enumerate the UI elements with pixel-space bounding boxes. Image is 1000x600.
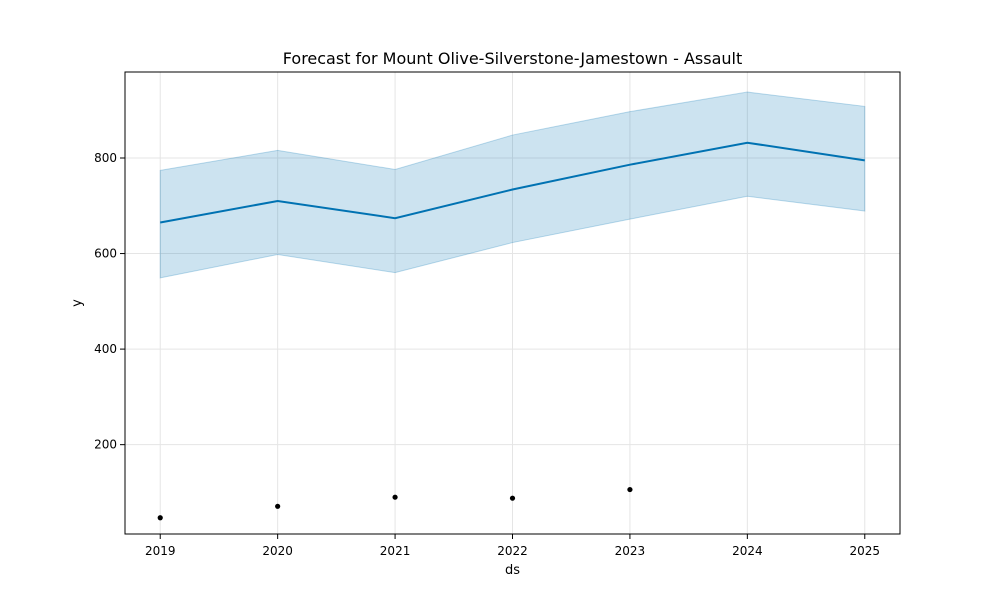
y-axis-label: y [70,299,85,307]
observed-point [392,494,398,500]
grid-lines [125,72,900,534]
x-axis-ticks: 2019 2020 2021 2022 2023 2024 2025 [145,534,880,558]
y-axis-ticks: 200 400 600 800 [94,151,125,452]
x-tick-label: 2022 [497,544,528,558]
x-tick-label: 2024 [732,544,763,558]
x-tick-label: 2020 [262,544,293,558]
y-tick-label: 800 [94,151,117,165]
forecast-line-layer [160,141,865,224]
observed-point [627,486,633,493]
chart-title: Forecast for Mount Olive-Silverstone-Jam… [283,49,742,68]
y-tick-label: 400 [94,342,117,356]
observed-point [157,515,163,521]
y-tick-label: 200 [94,438,117,452]
x-tick-label: 2023 [615,544,646,558]
forecast-line [160,141,865,224]
x-tick-label: 2025 [849,544,880,558]
uncertainty-band-layer [159,91,866,279]
observed-point [509,495,516,501]
uncertainty-band [159,91,866,279]
x-axis-label: ds [505,563,520,578]
y-tick-label: 600 [94,247,117,261]
x-tick-label: 2021 [380,544,411,558]
observed-points-layer [157,486,633,521]
observed-point [275,503,281,509]
x-tick-label: 2019 [145,544,176,558]
